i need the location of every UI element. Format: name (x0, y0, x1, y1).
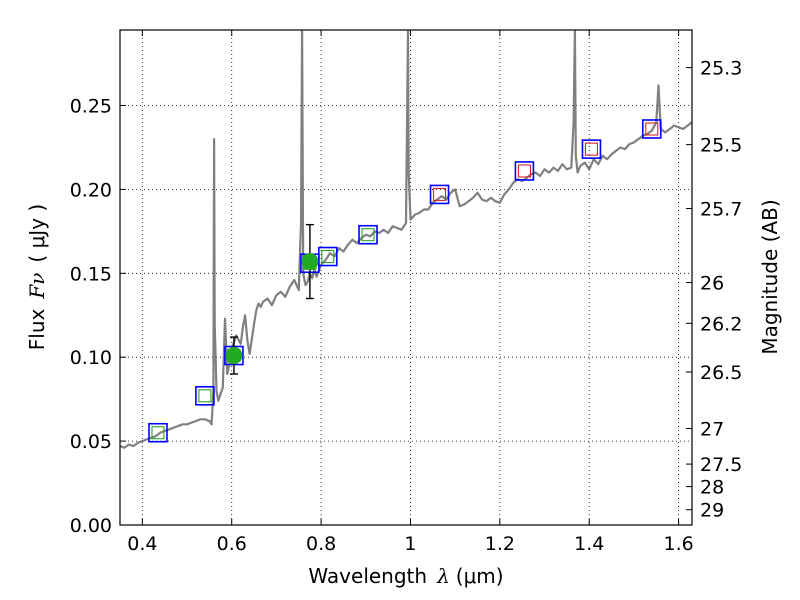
spectrum-line (120, 30, 692, 449)
right-tick-label: 26 (700, 273, 724, 295)
model-square-inner (361, 228, 375, 242)
y-axis-label: FluxFν( μJy ) (25, 204, 49, 350)
x-tick-label: 0.6 (217, 533, 247, 555)
x-tick-label: 1 (404, 533, 416, 555)
model-square-outer (641, 119, 662, 139)
right-tick-label: 28 (700, 477, 724, 499)
x-tick-label: 1.4 (574, 533, 604, 555)
model-square-outer (429, 184, 450, 205)
model-square-outer (148, 422, 168, 443)
y-tick-label: 0.20 (70, 179, 112, 201)
y-tick-label: 0.25 (70, 96, 112, 118)
y-tick-label: 0.05 (70, 431, 112, 453)
model-square-inner (584, 142, 599, 156)
y-tick-label: 0.00 (70, 515, 112, 537)
right-tick-label: 25.7 (700, 199, 742, 221)
plot-frame (119, 29, 693, 526)
right-tick-label: 25.3 (700, 58, 742, 80)
right-tick-label: 25.5 (700, 135, 742, 157)
plot-background (120, 30, 692, 525)
model-square-outer (581, 139, 602, 159)
points-layer (148, 119, 662, 443)
x-tick-label: 0.8 (306, 533, 336, 555)
right-tick-label: 29 (700, 500, 724, 522)
right-tick-label: 26.5 (700, 362, 742, 384)
model-square-inner (517, 164, 531, 178)
observed-point (301, 253, 319, 271)
model-square-inner (432, 187, 447, 201)
observed-point (225, 347, 243, 365)
series-layer (120, 30, 692, 449)
axis-ticks: 0.4 0.6 0.8 1 1.2 1.4 1.6 0.00 0.05 0.10 0.15 0.20 0… (70, 30, 742, 555)
model-square-outer (514, 161, 535, 181)
y-tick-label: 0.10 (70, 347, 112, 369)
x-tick-label: 1.6 (663, 533, 693, 555)
model-square-outer (195, 385, 215, 406)
model-square-outer (317, 246, 338, 267)
right-tick-label: 27 (700, 419, 724, 441)
right-tick-label: 26.2 (700, 313, 742, 335)
model-square-outer (358, 224, 378, 245)
y-tick-label: 0.15 (70, 263, 112, 285)
model-square-inner (198, 389, 212, 403)
right-y-axis-label: Magnitude (AB) (758, 199, 782, 354)
model-square-inner (645, 122, 659, 136)
model-square-inner (321, 249, 335, 264)
x-tick-label: 0.4 (127, 533, 157, 555)
model-square-inner (151, 426, 165, 440)
x-axis-label: Wavelength λ (μm) (308, 564, 503, 588)
right-tick-label: 27.5 (700, 454, 742, 476)
x-tick-label: 1.2 (485, 533, 515, 555)
